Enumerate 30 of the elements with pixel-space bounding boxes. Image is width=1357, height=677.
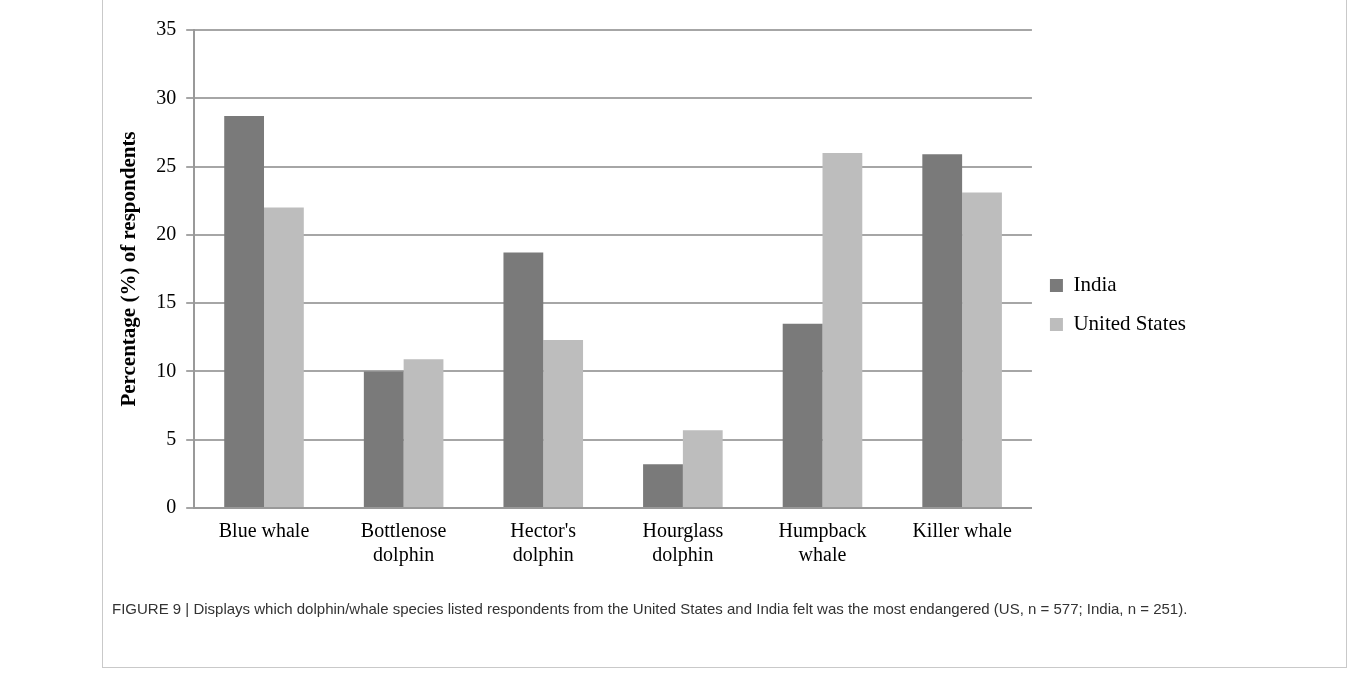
bar [643,464,683,507]
y-tick-label: 20 [156,222,177,245]
bar [682,430,723,507]
bar [822,152,863,507]
bar [543,340,584,507]
legend-label: United States [1073,311,1187,336]
bar [264,207,304,507]
x-tick-label: Bottlenose dolphin [360,519,447,567]
x-tick-label: Killer whale [912,519,1012,542]
y-tick-label: 25 [156,153,177,176]
bar [503,252,544,507]
y-tick-label: 35 [156,17,177,40]
bar [922,154,963,507]
bar [782,323,823,507]
bar [403,359,444,507]
y-tick-label: 30 [156,85,177,108]
x-tick-label: Hourglass dolphin [642,519,724,567]
y-tick-label: 5 [166,426,177,449]
y-tick-label: 15 [156,290,177,313]
y-tick-label: 0 [166,495,177,518]
bar [363,371,404,507]
legend-label: India [1073,272,1118,297]
y-axis-title: Percentage (%) of respondents [116,131,141,407]
bar [224,116,265,507]
x-tick-label: Humpback whale [778,519,867,566]
x-tick-label: Hector's dolphin [510,519,577,567]
y-tick-label: 10 [156,358,177,381]
caption: FIGURE 9 | Displays which dolphin/whale species listed respondents from the United States and India felt was the most endangered (US, n = 577; India, n = 251). [112,600,1189,617]
x-tick-label: Blue whale [218,519,310,542]
bar [962,192,1002,507]
